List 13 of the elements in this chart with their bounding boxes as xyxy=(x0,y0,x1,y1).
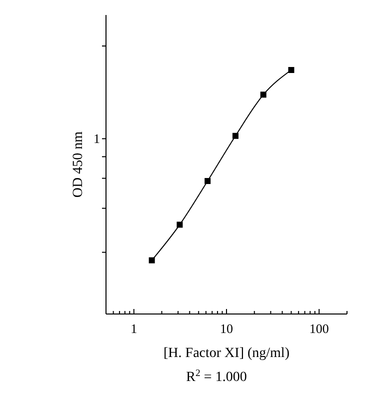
y-axis-title: OD 450 nm xyxy=(71,131,86,198)
x-tick-label: 1 xyxy=(130,321,138,336)
point xyxy=(232,132,238,139)
x-tick-label: 10 xyxy=(220,321,233,336)
point xyxy=(204,178,211,184)
point xyxy=(148,257,155,264)
point xyxy=(288,67,294,73)
text: 1 xyxy=(94,131,100,146)
x-axis-title: [H. Factor XI] (ng/ml) xyxy=(164,346,290,361)
x-tick-label: 100 xyxy=(309,321,329,336)
text: R$^{2}$ = 1.000 xyxy=(186,368,247,385)
point xyxy=(260,92,266,98)
point xyxy=(176,222,183,228)
